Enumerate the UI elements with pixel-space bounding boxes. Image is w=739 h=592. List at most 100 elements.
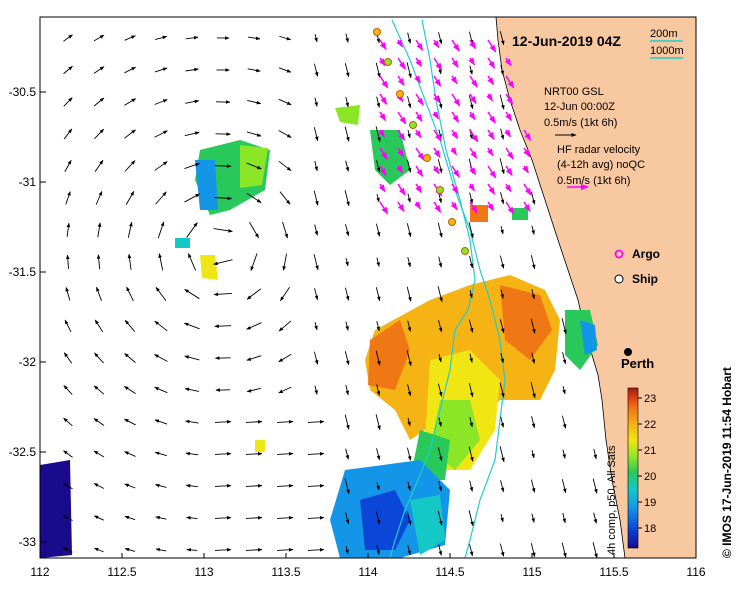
model-arrow	[376, 384, 381, 396]
model-arrow	[438, 481, 442, 492]
model-arrow	[124, 35, 136, 41]
argo-legend-icon	[614, 249, 624, 259]
model-arrow	[282, 221, 288, 239]
model-arrow	[97, 222, 102, 238]
model-arrow	[344, 126, 350, 142]
model-arrow	[469, 417, 473, 428]
hf-arrow	[397, 183, 406, 196]
hf-arrow	[432, 111, 440, 120]
hf-arrow	[505, 75, 515, 89]
model-arrow	[500, 192, 505, 205]
model-arrow	[185, 35, 199, 40]
model-arrow	[246, 322, 262, 330]
model-arrow	[93, 418, 105, 426]
model-arrow	[93, 66, 105, 74]
model-arrow	[437, 510, 443, 526]
model-arrow	[278, 320, 292, 332]
hf-arrow	[450, 147, 458, 156]
model-arrow	[63, 482, 73, 490]
model-arrow	[344, 190, 350, 207]
model-arrow	[407, 32, 412, 44]
model-arrow	[499, 31, 505, 46]
model-arrow	[375, 126, 381, 143]
hf-arrow	[433, 201, 442, 213]
model-arrow	[157, 221, 165, 239]
model-arrow	[530, 191, 536, 205]
hf-arrow	[451, 165, 460, 178]
model-arrow	[500, 353, 504, 364]
hf-arrow	[415, 57, 423, 68]
model-arrow	[313, 190, 319, 206]
model-arrow	[531, 416, 536, 429]
model-arrow	[154, 354, 168, 362]
x-tick-label: 112.5	[107, 565, 136, 579]
model-arrow	[407, 481, 411, 491]
model-arrow	[279, 191, 291, 205]
model-arrow	[186, 222, 198, 238]
model-arrow	[376, 160, 381, 173]
x-axis-ticks: 112 112.5 113 113.5 114 114.5 115 115.5 116	[30, 553, 706, 579]
hf-arrow	[487, 165, 497, 179]
hf-arrow	[469, 93, 477, 104]
model-arrow	[592, 478, 598, 494]
hf-arrow	[433, 93, 441, 104]
model-arrow	[282, 253, 287, 271]
model-arrow	[438, 417, 442, 427]
hf-arrow	[469, 129, 479, 143]
model-arrow	[276, 516, 294, 520]
model-arrow	[438, 320, 443, 333]
model-arrow	[562, 386, 566, 395]
model-arrow	[561, 415, 567, 429]
hf-arrow	[433, 75, 442, 87]
model-arrow	[468, 383, 474, 398]
model-arrow	[65, 191, 71, 205]
model-arrow	[154, 483, 167, 488]
hf-arrow	[504, 129, 512, 138]
colorbar-tick-label: 19	[644, 497, 656, 509]
model-arrow	[375, 350, 381, 366]
model-arrow	[245, 420, 263, 424]
x-tick-label: 115	[522, 565, 541, 579]
colorbar-tick-label: 21	[644, 445, 656, 457]
model-arrow	[65, 287, 71, 301]
model-arrow	[561, 479, 567, 494]
model-arrow	[314, 288, 319, 301]
hf-arrow	[523, 129, 532, 141]
hf-arrow	[415, 147, 425, 161]
model-arrow	[499, 543, 505, 557]
model-arrow	[345, 97, 349, 108]
model-arrow	[155, 35, 168, 41]
x-tick-label: 113	[194, 565, 213, 579]
model-arrow	[249, 222, 259, 239]
model-arrow	[376, 321, 380, 332]
model-arrow	[469, 480, 474, 492]
hf-arrow	[378, 129, 386, 138]
model-arrow	[126, 286, 134, 302]
model-arrow	[313, 63, 319, 77]
model-arrow	[376, 482, 380, 491]
model-arrow	[375, 62, 381, 78]
model-arrow	[184, 355, 200, 361]
model-arrow	[561, 542, 567, 558]
legend-model-time: 12-Jun 00:00Z	[544, 101, 615, 113]
model-arrow	[278, 130, 292, 138]
model-arrow	[184, 387, 199, 392]
hf-arrow	[415, 39, 424, 51]
model-arrow	[438, 32, 443, 45]
model-arrow	[313, 351, 319, 365]
model-arrow	[93, 34, 105, 42]
model-arrow	[280, 286, 290, 302]
model-arrow	[500, 416, 505, 428]
hf-arrow	[415, 165, 424, 177]
model-arrow	[407, 257, 411, 268]
model-arrow	[406, 62, 412, 79]
y-tick-label: -31.5	[9, 265, 37, 279]
model-arrow	[64, 319, 72, 333]
hf-arrow	[487, 201, 495, 212]
model-arrow	[593, 449, 597, 460]
hf-arrow	[469, 75, 478, 88]
ship-legend-icon	[614, 274, 624, 284]
model-arrow	[314, 97, 318, 107]
model-arrow	[468, 446, 474, 462]
